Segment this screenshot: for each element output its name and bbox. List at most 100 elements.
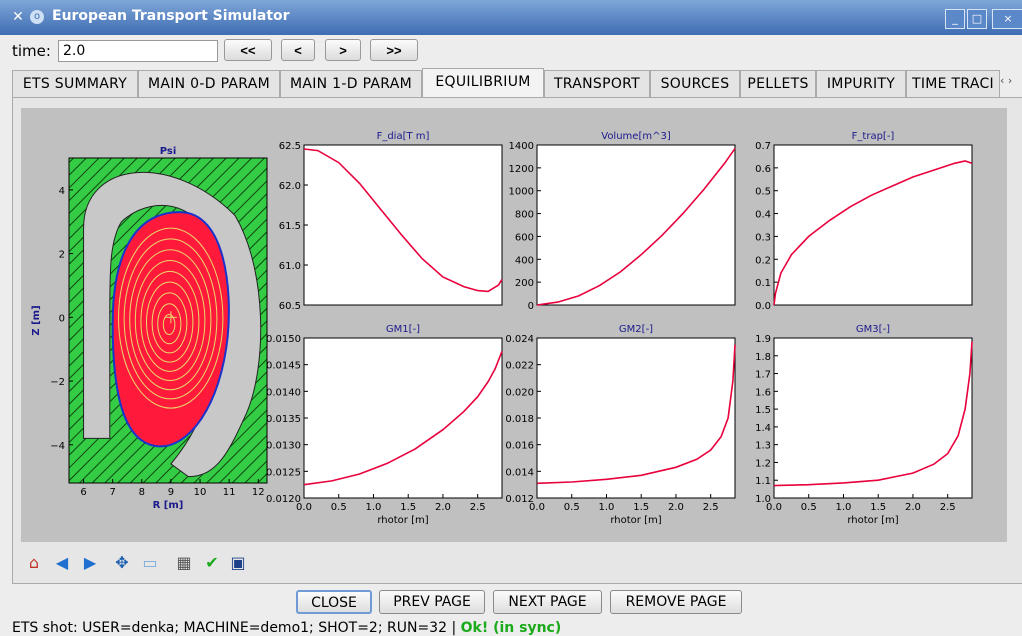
gm1-ytick-label: 0.0150 [266,334,301,345]
subplots-icon[interactable]: ▦ [176,553,192,572]
gm3-ytick-label: 1.7 [755,370,771,381]
f-trap-ytick-label: 0.0 [755,301,771,312]
psi-ytick-label: −4 [50,441,65,452]
gm1-axes [303,337,503,499]
volume-ytick-label: 200 [515,278,534,289]
tab-sources[interactable]: SOURCES [650,70,740,97]
f-dia-title: F_dia[T m] [377,131,430,142]
psi-ytick-label: 2 [59,250,65,261]
status-bar: ETS shot: USER=denka; MACHINE=demo1; SHO… [12,620,561,636]
volume-ytick-label: 1200 [509,164,534,175]
time-input[interactable] [58,40,218,62]
volume-ytick-label: 1400 [509,141,534,152]
f-dia-axes [303,144,503,306]
next-page-button[interactable]: NEXT PAGE [493,590,602,614]
gm3-xtick-label: 1.0 [836,502,852,513]
app-menu-icon[interactable]: ✕ [12,9,24,25]
prev-time-button[interactable]: < [281,39,315,61]
gm1-ytick-label: 0.0125 [266,467,301,478]
gm3-xtick-label: 0.5 [801,502,817,513]
f-dia-ytick-label: 61.5 [279,221,301,232]
pan-icon[interactable]: ✥ [115,553,129,572]
prev-page-button[interactable]: PREV PAGE [379,590,485,614]
gm2-xtick-label: 0.0 [529,502,545,513]
gm3-xlabel: rhotor [m] [847,515,898,526]
flux-surface [118,227,224,409]
flux-surface [140,270,200,372]
close-window-button[interactable]: × [992,9,1022,29]
gm2-ytick-label: 0.014 [505,467,534,478]
home-icon[interactable]: ⌂ [28,553,40,572]
remove-page-button[interactable]: REMOVE PAGE [610,590,742,614]
tab-main-0d-param[interactable]: MAIN 0-D PARAM [138,70,280,97]
gm3-xtick-label: 0.0 [766,502,782,513]
gm3-ytick-label: 1.6 [755,387,771,398]
flux-surface [162,314,176,336]
tab-pellets[interactable]: PELLETS [740,70,816,97]
forward-icon[interactable]: ▶ [83,553,97,572]
save-icon[interactable]: ▣ [230,553,246,572]
gm2-series-line [536,344,736,485]
gm3-ytick-label: 1.0 [755,494,771,505]
psi-ytick-label: 0 [59,313,65,324]
volume-ytick-label: 400 [515,255,534,266]
psi-axes-frame [68,157,268,484]
gm2-xtick-label: 1.0 [599,502,615,513]
gm1-ytick-label: 0.0130 [266,441,301,452]
flux-surface [123,238,218,400]
gm2-axes [536,337,736,499]
f-trap-ytick-label: 0.1 [755,278,771,289]
check-icon[interactable]: ✔ [205,553,219,572]
maximize-button[interactable]: □ [967,9,987,29]
first-time-button[interactable]: << [224,39,272,61]
gm2-ytick-label: 0.022 [505,361,534,372]
gm3-ytick-label: 1.5 [755,405,771,416]
psi-title: Psi [160,146,177,157]
flux-surface [151,292,188,354]
f-trap-ytick-label: 0.4 [755,210,771,221]
gm1-xtick-label: 0.0 [296,502,312,513]
f-trap-axes [773,144,973,306]
gm1-series-line [303,351,503,486]
psi-xtick-label: 6 [80,487,86,498]
plot-figure: F_dia[T m] 62.5 62.0 61.5 61.0 60.5 Volume[m^3… [21,108,1007,542]
minimize-button[interactable]: _ [945,9,965,29]
back-icon[interactable]: ◀ [55,553,69,572]
last-time-button[interactable]: >> [370,39,418,61]
next-time-button[interactable]: > [325,39,361,61]
flux-surface [157,303,182,345]
tab-ets-summary[interactable]: ETS SUMMARY [12,70,138,97]
tab-equilibrium[interactable]: EQUILIBRIUM [422,68,544,97]
psi-xtick-label: 8 [139,487,145,498]
psi-xlabel: R [m] [153,500,184,511]
gm3-ytick-label: 1.4 [755,423,771,434]
f-dia-series-line [303,148,503,293]
gm1-title: GM1[-] [386,324,420,335]
tab-transport[interactable]: TRANSPORT [544,70,650,97]
f-dia-ytick-label: 62.0 [279,181,301,192]
psi-xtick-label: 10 [194,487,207,498]
tab-impurity[interactable]: IMPURITY [816,70,906,97]
gm2-ytick-label: 0.012 [505,494,534,505]
f-dia-ytick-label: 62.5 [279,141,301,152]
psi-xtick-label: 9 [168,487,174,498]
gm2-xtick-label: 1.5 [633,502,649,513]
close-button[interactable]: CLOSE [296,590,372,614]
gm2-ytick-label: 0.024 [505,334,534,345]
f-trap-ytick-label: 0.5 [755,187,771,198]
gm2-title: GM2[-] [619,324,653,335]
flux-surface [134,260,206,382]
f-dia-ytick-label: 61.0 [279,261,301,272]
tab-time-traces[interactable]: TIME TRACI [906,70,1000,97]
zoom-icon[interactable]: ▭ [142,553,158,572]
gm3-xtick-label: 2.0 [905,502,921,513]
gm1-ytick-label: 0.0135 [266,414,301,425]
pin-icon[interactable]: o [30,10,44,24]
gm1-xlabel: rhotor [m] [377,515,428,526]
psi-ylabel: Z [m] [31,305,42,335]
status-text: ETS shot: USER=denka; MACHINE=demo1; SHO… [12,620,457,636]
tab-scroll-arrows[interactable]: ‹ › [1000,74,1013,87]
tab-main-1d-param[interactable]: MAIN 1-D PARAM [280,70,422,97]
gm3-ytick-label: 1.1 [755,476,771,487]
gm3-axes [773,337,973,499]
